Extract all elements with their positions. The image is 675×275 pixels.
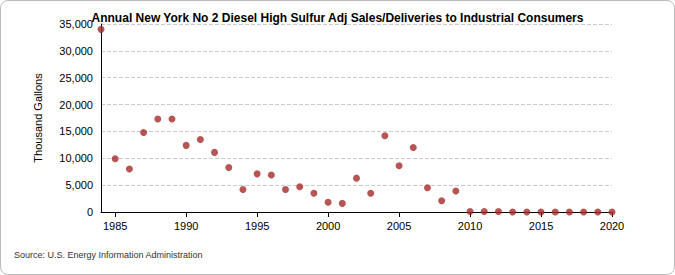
svg-text:5,000: 5,000 — [65, 179, 93, 191]
svg-text:35,000: 35,000 — [59, 18, 93, 30]
svg-text:2005: 2005 — [387, 220, 411, 232]
svg-text:10,000: 10,000 — [59, 152, 93, 164]
svg-text:0: 0 — [87, 206, 93, 218]
svg-text:2015: 2015 — [529, 220, 553, 232]
svg-text:15,000: 15,000 — [59, 125, 93, 137]
svg-text:1985: 1985 — [103, 220, 127, 232]
svg-text:Thousand Gallons: Thousand Gallons — [32, 73, 44, 163]
svg-text:25,000: 25,000 — [59, 72, 93, 84]
svg-text:30,000: 30,000 — [59, 45, 93, 57]
svg-text:Source: U.S. Energy Informatio: Source: U.S. Energy Information Administ… — [14, 250, 203, 260]
svg-text:Annual New York No 2 Diesel Hi: Annual New York No 2 Diesel High Sulfur … — [92, 11, 584, 25]
svg-text:1990: 1990 — [174, 220, 198, 232]
svg-text:2010: 2010 — [458, 220, 482, 232]
svg-text:1995: 1995 — [245, 220, 269, 232]
svg-text:2020: 2020 — [600, 220, 624, 232]
svg-text:20,000: 20,000 — [59, 99, 93, 111]
svg-text:2000: 2000 — [316, 220, 340, 232]
